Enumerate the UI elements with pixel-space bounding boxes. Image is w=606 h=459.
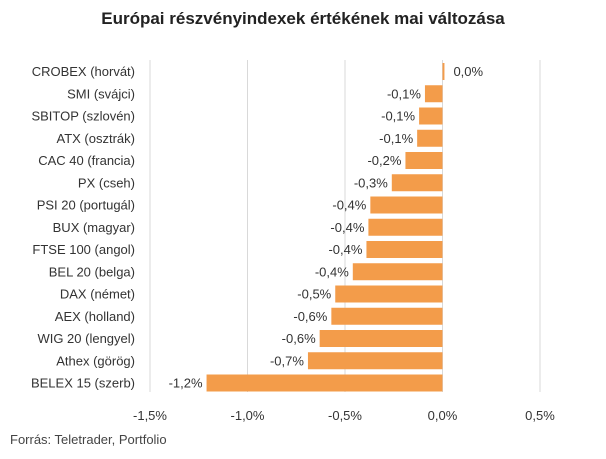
bar (366, 241, 443, 258)
data-label: -0,4% (315, 264, 349, 279)
x-tick-label: -1,5% (133, 408, 167, 423)
data-label: -0,1% (387, 86, 421, 101)
data-label: -0,1% (381, 109, 415, 124)
bar (419, 107, 443, 125)
x-tick-label: -1,0% (231, 408, 265, 423)
bar (405, 152, 443, 169)
category-label: PSI 20 (portugál) (37, 198, 135, 213)
category-label: PX (cseh) (78, 175, 135, 190)
bar (335, 285, 443, 303)
bar (370, 196, 443, 214)
category-label: FTSE 100 (angol) (32, 242, 135, 257)
data-label: -0,6% (293, 309, 327, 324)
data-label: -0,5% (297, 287, 331, 302)
category-label: AEX (holland) (55, 309, 135, 324)
x-tick-label: -0,5% (328, 408, 362, 423)
data-label: 0,0% (453, 64, 483, 79)
category-label: CROBEX (horvát) (32, 64, 135, 79)
data-label: -0,4% (328, 242, 362, 257)
category-label: SBITOP (szlovén) (31, 109, 135, 124)
data-label: -0,2% (367, 153, 401, 168)
bar (442, 63, 445, 80)
chart-title: Európai részvényindexek értékének mai vá… (101, 9, 505, 28)
data-label: -0,6% (282, 331, 316, 346)
source-note: Forrás: Teletrader, Portfolio (10, 432, 167, 447)
bar (319, 330, 443, 347)
category-label: SMI (svájci) (67, 86, 135, 101)
bar (307, 352, 443, 370)
bar (391, 174, 443, 192)
x-tick-label: 0,0% (428, 408, 458, 423)
data-label: -0,1% (379, 131, 413, 146)
category-label: WIG 20 (lengyel) (37, 331, 135, 346)
data-label: -0,7% (270, 353, 304, 368)
bar (331, 307, 443, 325)
data-label: -1,2% (169, 376, 203, 391)
bar (424, 85, 443, 103)
bar (417, 129, 443, 147)
bar (352, 263, 443, 281)
data-label: -0,4% (332, 198, 366, 213)
bar (206, 374, 443, 392)
data-label: -0,4% (330, 220, 364, 235)
data-label: -0,3% (354, 175, 388, 190)
category-label: Athex (görög) (56, 353, 135, 368)
bar (368, 218, 443, 236)
category-label: BELEX 15 (szerb) (31, 376, 135, 391)
x-tick-label: 0,5% (525, 408, 555, 423)
category-label: BUX (magyar) (53, 220, 135, 235)
category-label: BEL 20 (belga) (49, 264, 135, 279)
category-label: DAX (német) (60, 287, 135, 302)
category-label: ATX (osztrák) (57, 131, 136, 146)
category-label: CAC 40 (francia) (38, 153, 135, 168)
